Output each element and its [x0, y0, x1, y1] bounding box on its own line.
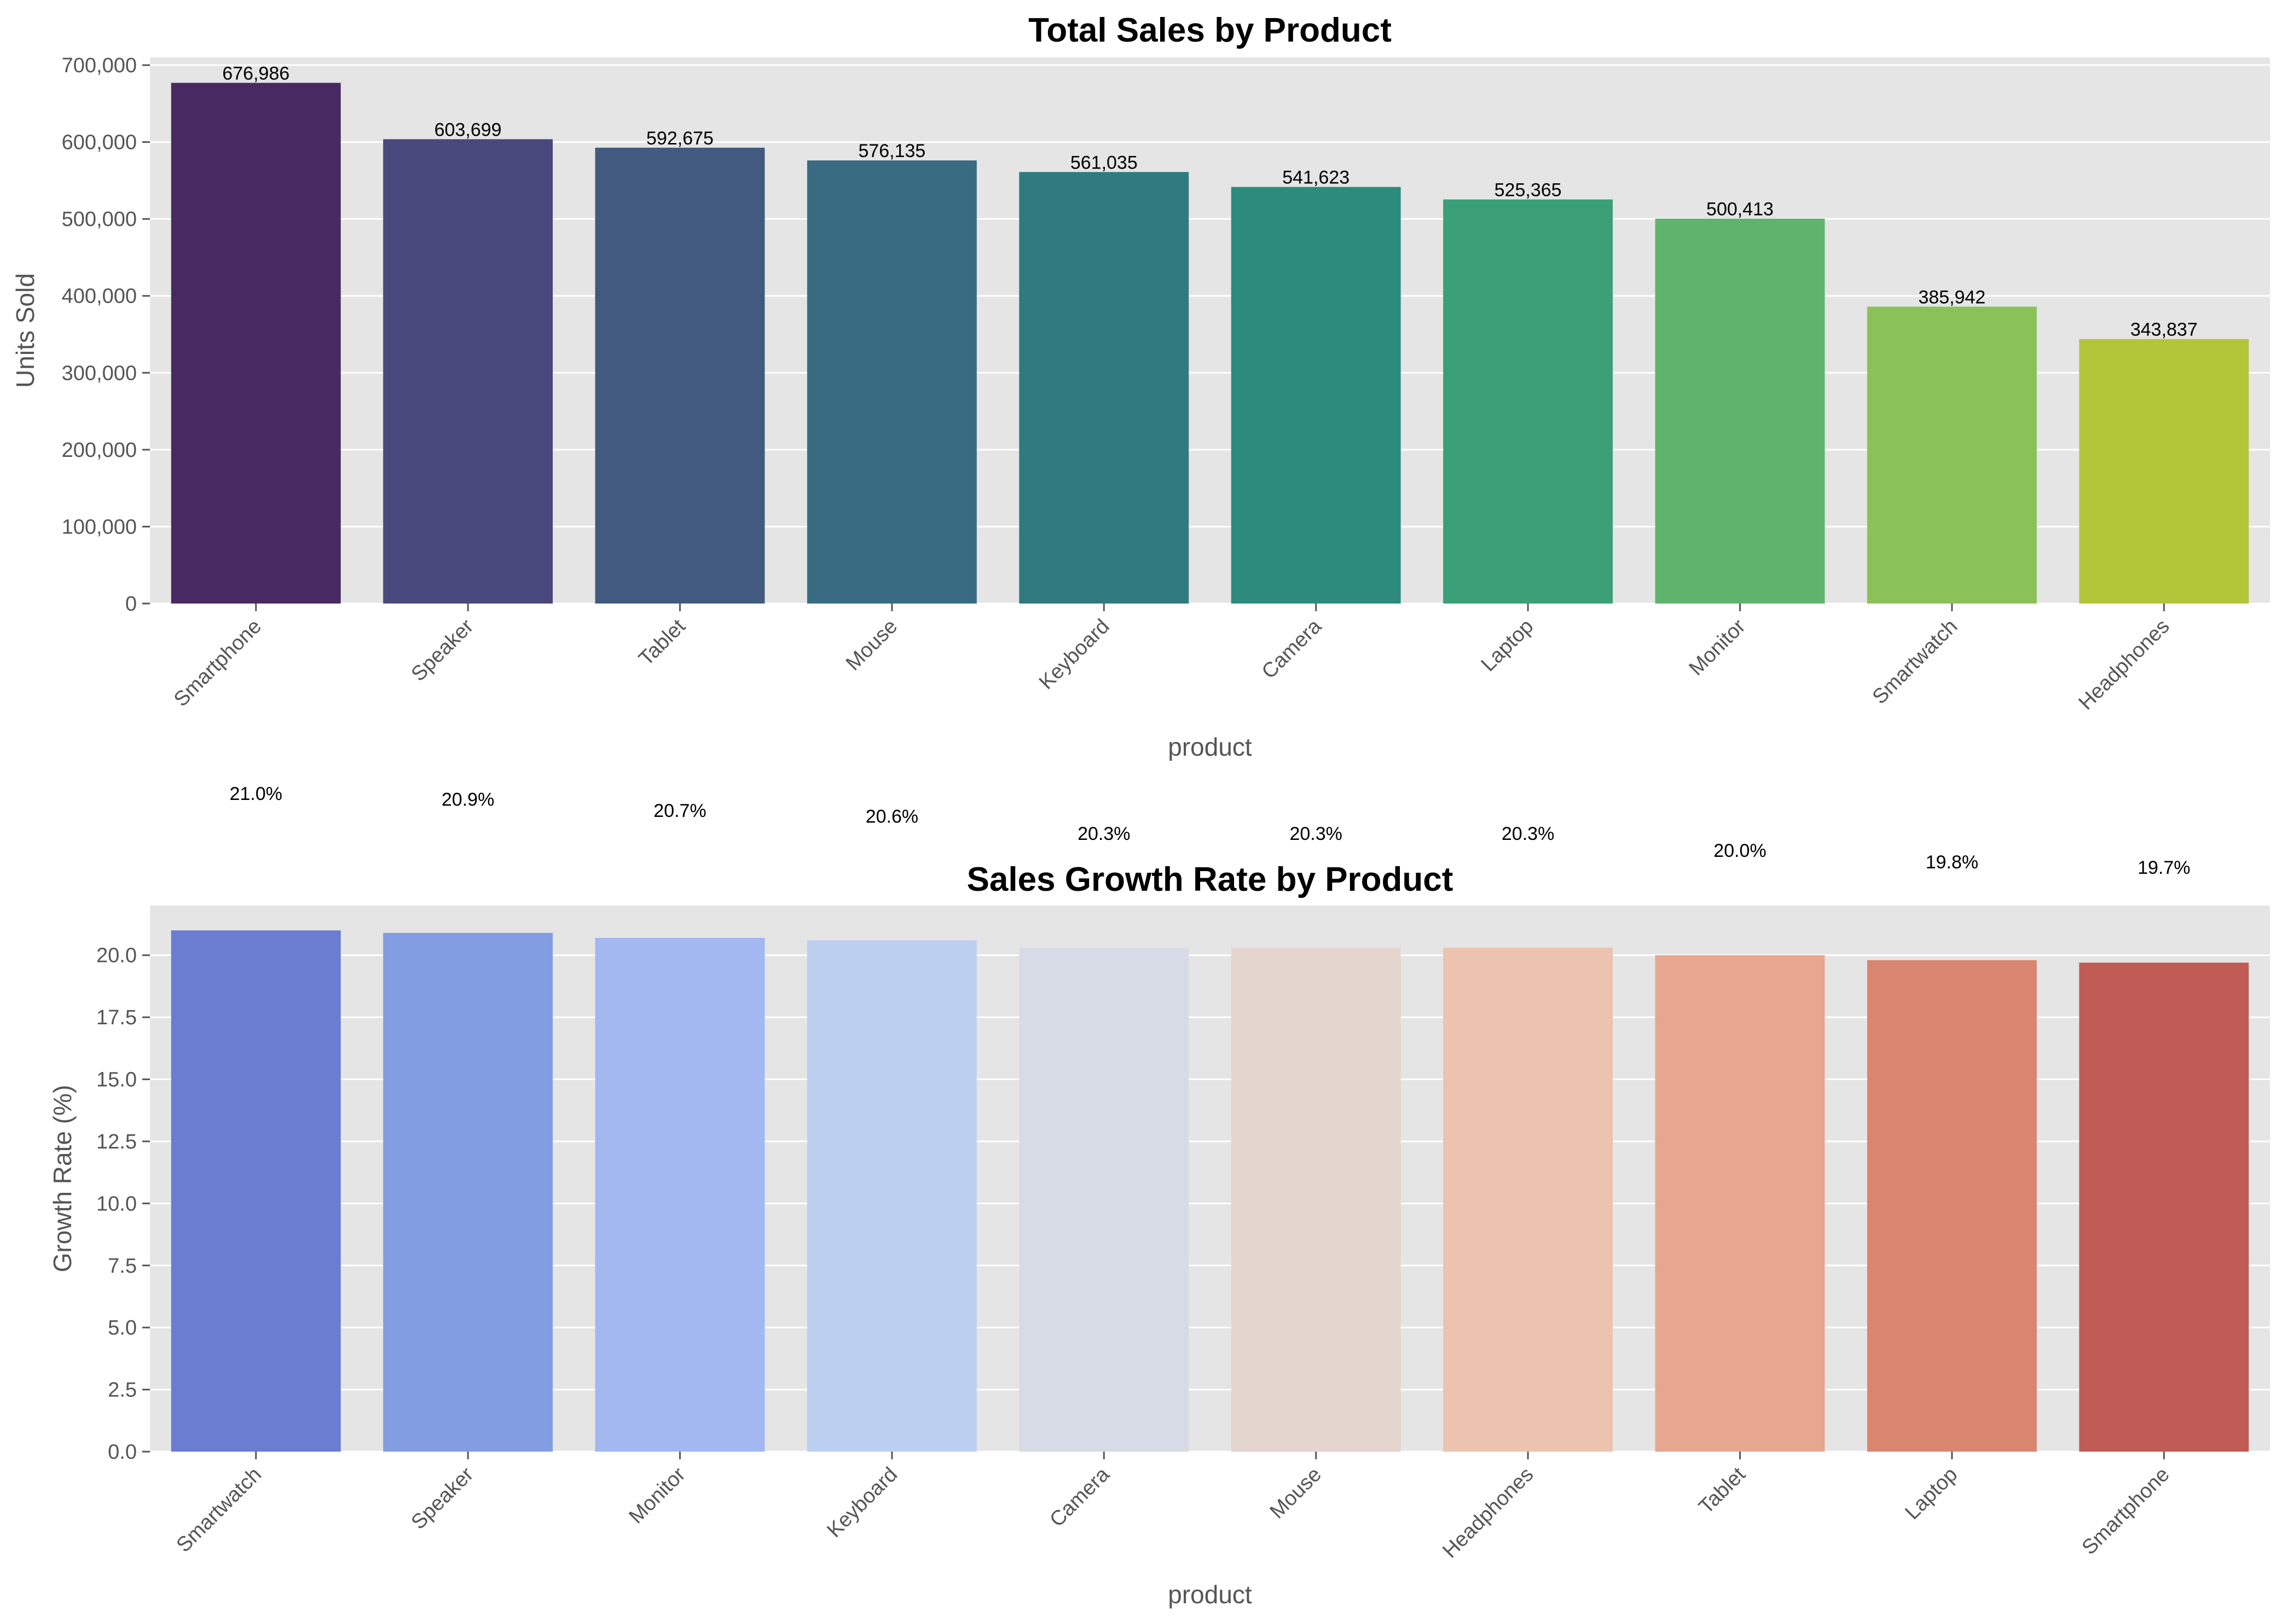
- bar-value-label: 20.3%: [1078, 823, 1130, 844]
- x-tick-label: Smartphone: [170, 615, 266, 711]
- bar-value-label: 20.3%: [1502, 823, 1554, 844]
- x-axis-label: product: [1168, 733, 1252, 761]
- x-tick-label: Laptop: [1901, 1463, 1962, 1524]
- bar-value-label: 576,135: [858, 141, 925, 161]
- bar-value-label: 20.3%: [1289, 823, 1342, 844]
- y-tick-label: 0: [125, 593, 137, 616]
- bar: [595, 147, 765, 604]
- bar: [1019, 948, 1189, 1452]
- x-tick-label: Mouse: [842, 615, 902, 675]
- y-tick-label: 2.5: [108, 1379, 137, 1402]
- bar: [2079, 339, 2249, 604]
- bar-value-label: 19.7%: [2138, 857, 2190, 878]
- x-tick-label: Keyboard: [823, 1463, 902, 1542]
- x-tick-label: Camera: [1045, 1463, 1114, 1532]
- y-tick-label: 100,000: [62, 515, 137, 538]
- bar: [383, 139, 553, 604]
- y-tick-label: 15.0: [96, 1069, 137, 1092]
- y-tick-label: 5.0: [108, 1316, 137, 1339]
- y-tick-label: 600,000: [62, 131, 137, 154]
- x-tick-label: Monitor: [1685, 614, 1751, 680]
- bar: [383, 932, 553, 1452]
- sales-chart-panel: 0 100,000 200,000 300,000 400,000 500,000 600,…: [11, 11, 2270, 761]
- bar: [1231, 187, 1401, 604]
- bar: [1655, 955, 1825, 1452]
- y-tick-label: 400,000: [62, 285, 137, 308]
- bar: [595, 937, 765, 1452]
- y-tick-label: 500,000: [62, 208, 137, 231]
- x-tick-label: Laptop: [1477, 615, 1538, 676]
- x-tick-label: Headphones: [1438, 1463, 1538, 1563]
- bar: [807, 160, 977, 604]
- y-tick-label: 200,000: [62, 439, 137, 462]
- y-tick-label: 10.0: [96, 1192, 137, 1215]
- x-tick-label: Speaker: [407, 614, 478, 686]
- x-axis-label: product: [1168, 1580, 1252, 1609]
- bar: [807, 940, 977, 1452]
- bar: [1231, 948, 1401, 1452]
- y-tick-label: 700,000: [62, 54, 137, 77]
- y-tick-label: 12.5: [96, 1130, 137, 1153]
- chart-title: Total Sales by Product: [1028, 11, 1392, 49]
- x-tick-label: Mouse: [1266, 1463, 1326, 1523]
- bar-value-label: 500,413: [1706, 199, 1774, 220]
- chart-title: Sales Growth Rate by Product: [967, 861, 1453, 898]
- x-tick-label: Camera: [1258, 614, 1327, 683]
- bar-value-label: 592,675: [646, 128, 714, 149]
- bar-value-label: 20.0%: [1713, 840, 1766, 861]
- y-tick-label: 20.0: [96, 944, 137, 967]
- y-tick-label: 7.5: [108, 1255, 137, 1278]
- y-tick-label: 17.5: [96, 1006, 137, 1029]
- x-tick-label: Speaker: [407, 1463, 478, 1534]
- y-tick-label: 0.0: [108, 1441, 137, 1464]
- bar-value-label: 603,699: [435, 119, 502, 140]
- x-tick-label: Keyboard: [1035, 615, 1114, 694]
- bar-value-label: 676,986: [222, 63, 289, 84]
- x-tick-label: Tablet: [634, 614, 690, 670]
- x-tick-label: Tablet: [1694, 1463, 1750, 1518]
- bar: [171, 83, 341, 604]
- bar: [1019, 172, 1189, 604]
- bar-value-label: 20.7%: [653, 801, 706, 821]
- bar: [171, 930, 341, 1452]
- bar: [1655, 218, 1825, 604]
- bar: [1867, 960, 2037, 1452]
- bar-value-label: 541,623: [1282, 167, 1349, 188]
- bar-value-label: 19.8%: [1926, 852, 1978, 873]
- bar-value-label: 20.6%: [866, 807, 918, 827]
- bar: [1443, 948, 1613, 1452]
- x-tick-label: Smartphone: [2078, 1463, 2174, 1559]
- x-tick-label: Smartwatch: [172, 1463, 267, 1557]
- y-axis-label: Units Sold: [11, 273, 39, 388]
- bar-value-label: 20.9%: [442, 789, 494, 810]
- bar: [2079, 962, 2249, 1452]
- bar-value-label: 561,035: [1070, 152, 1138, 173]
- bar: [1443, 199, 1613, 604]
- bar-value-label: 343,837: [2130, 320, 2198, 340]
- bar: [1867, 306, 2037, 604]
- bar-value-label: 525,365: [1495, 180, 1562, 201]
- x-tick-label: Smartwatch: [1868, 615, 1962, 709]
- growth-chart-panel: 0.0 2.5 5.0 7.5 10.0 12.5 15.0 17.5 20.0 Smartwat…: [48, 784, 2270, 1609]
- bar-value-label: 385,942: [1918, 287, 1985, 308]
- y-axis-label: Growth Rate (%): [48, 1085, 77, 1273]
- x-tick-label: Monitor: [625, 1463, 691, 1528]
- y-tick-label: 300,000: [62, 362, 137, 385]
- bar-value-label: 21.0%: [229, 784, 282, 804]
- x-tick-label: Headphones: [2075, 615, 2174, 715]
